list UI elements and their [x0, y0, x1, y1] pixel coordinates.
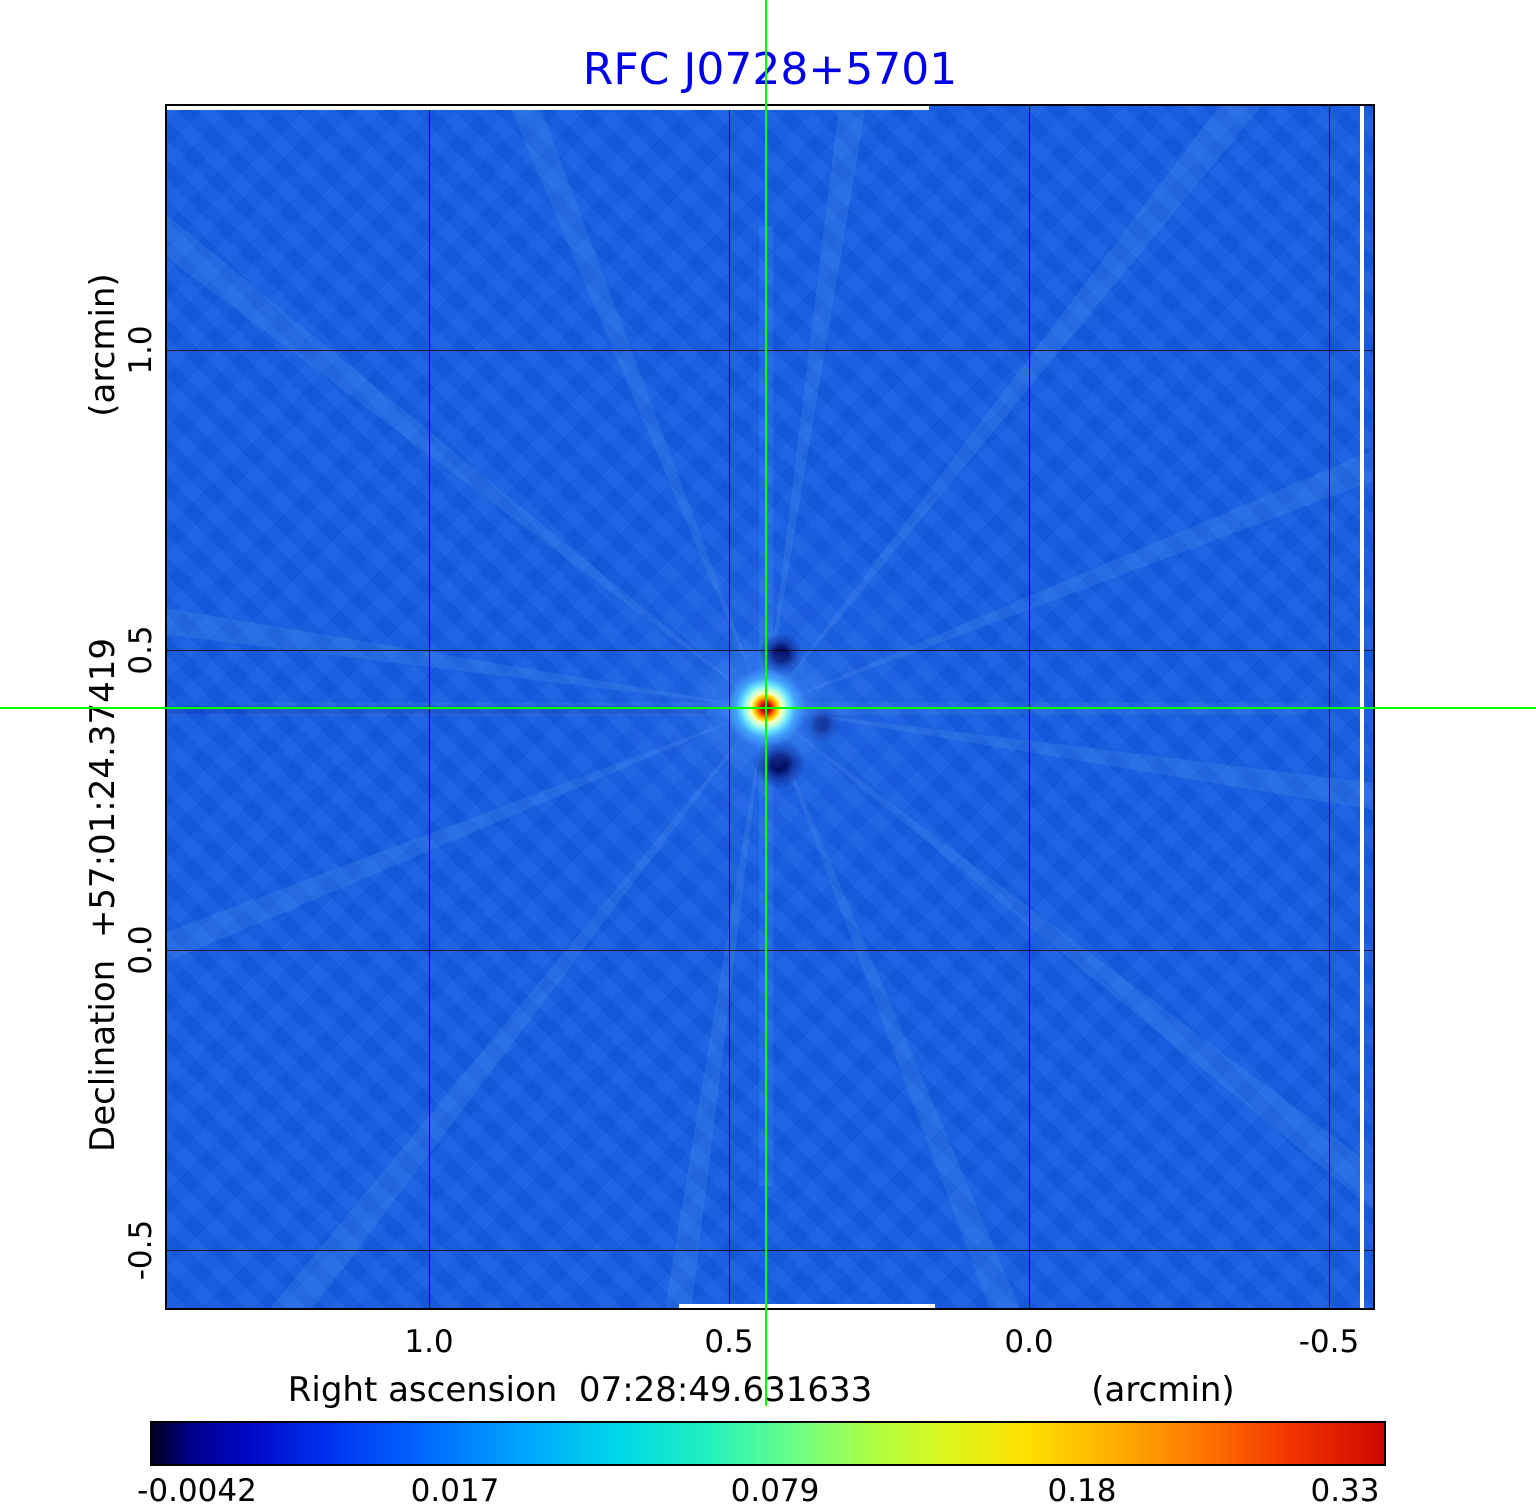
image-edge-gap-top	[167, 106, 929, 110]
colorbar-tick-label: 0.079	[730, 1473, 820, 1509]
crosshair-horizontal	[0, 707, 1536, 709]
grid-line-horizontal	[167, 950, 1373, 951]
x-axis-unit-label: (arcmin)	[1091, 1370, 1235, 1410]
grid-line-horizontal	[167, 1250, 1373, 1251]
colorbar-tick-label: 0.33	[1310, 1473, 1380, 1509]
x-tick-label: 0.5	[704, 1324, 754, 1360]
x-tick-label: 0.0	[1004, 1324, 1054, 1360]
y-tick-label: -0.5	[123, 1219, 159, 1281]
y-tick-label: 1.0	[123, 325, 159, 375]
y-tick-label: 0.0	[123, 925, 159, 975]
dark-streak	[167, 706, 707, 714]
x-tick-label: 1.0	[404, 1324, 454, 1360]
colorbar-tick-label: -0.0042	[137, 1473, 257, 1509]
plot-title: RFC J0728+5701	[582, 44, 958, 95]
colorbar-tick-label: 0.18	[1047, 1473, 1117, 1509]
crosshair-vertical	[765, 0, 767, 1406]
y-axis-unit-label: (arcmin)	[83, 273, 123, 417]
y-axis-label: Declination +57:01:24.37419	[83, 638, 123, 1152]
x-axis-label: Right ascension 07:28:49.631633	[287, 1370, 873, 1410]
image-edge-gap-bottom	[679, 1304, 935, 1308]
x-tick-label: -0.5	[1298, 1324, 1360, 1360]
grid-line-horizontal	[167, 650, 1373, 651]
y-tick-label: 0.5	[123, 625, 159, 675]
colorbar-gradient	[150, 1421, 1386, 1466]
colorbar-tick-label: 0.017	[410, 1473, 500, 1509]
grid-line-horizontal	[167, 350, 1373, 351]
